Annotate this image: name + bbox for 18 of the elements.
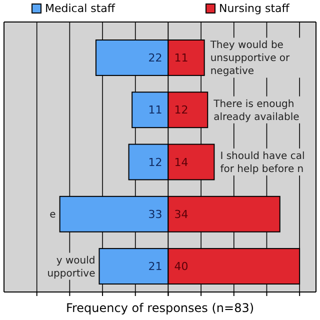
data-label: 34: [174, 208, 188, 221]
y-tick-label: e: [50, 210, 56, 221]
y-tick-label: There is enough already available: [212, 98, 300, 123]
legend-label: Medical staff: [45, 2, 116, 15]
y-tick-label: I should have cal for help before n: [220, 151, 305, 175]
y-tick-label: They would be unsupportive or negative: [209, 40, 291, 78]
data-label: 12: [174, 104, 188, 117]
x-axis-title: Frequency of responses (n=83): [66, 301, 254, 315]
data-label: 12: [148, 156, 162, 169]
y-tick-label: y would upportive: [47, 255, 96, 280]
data-label: 11: [148, 104, 162, 117]
data-label: 14: [174, 156, 188, 169]
legend-label: Nursing staff: [219, 2, 290, 15]
data-label: 11: [174, 52, 188, 65]
data-label: 21: [148, 260, 162, 274]
data-label: 33: [148, 208, 162, 221]
data-label: 40: [174, 260, 188, 274]
data-label: 22: [148, 52, 162, 65]
